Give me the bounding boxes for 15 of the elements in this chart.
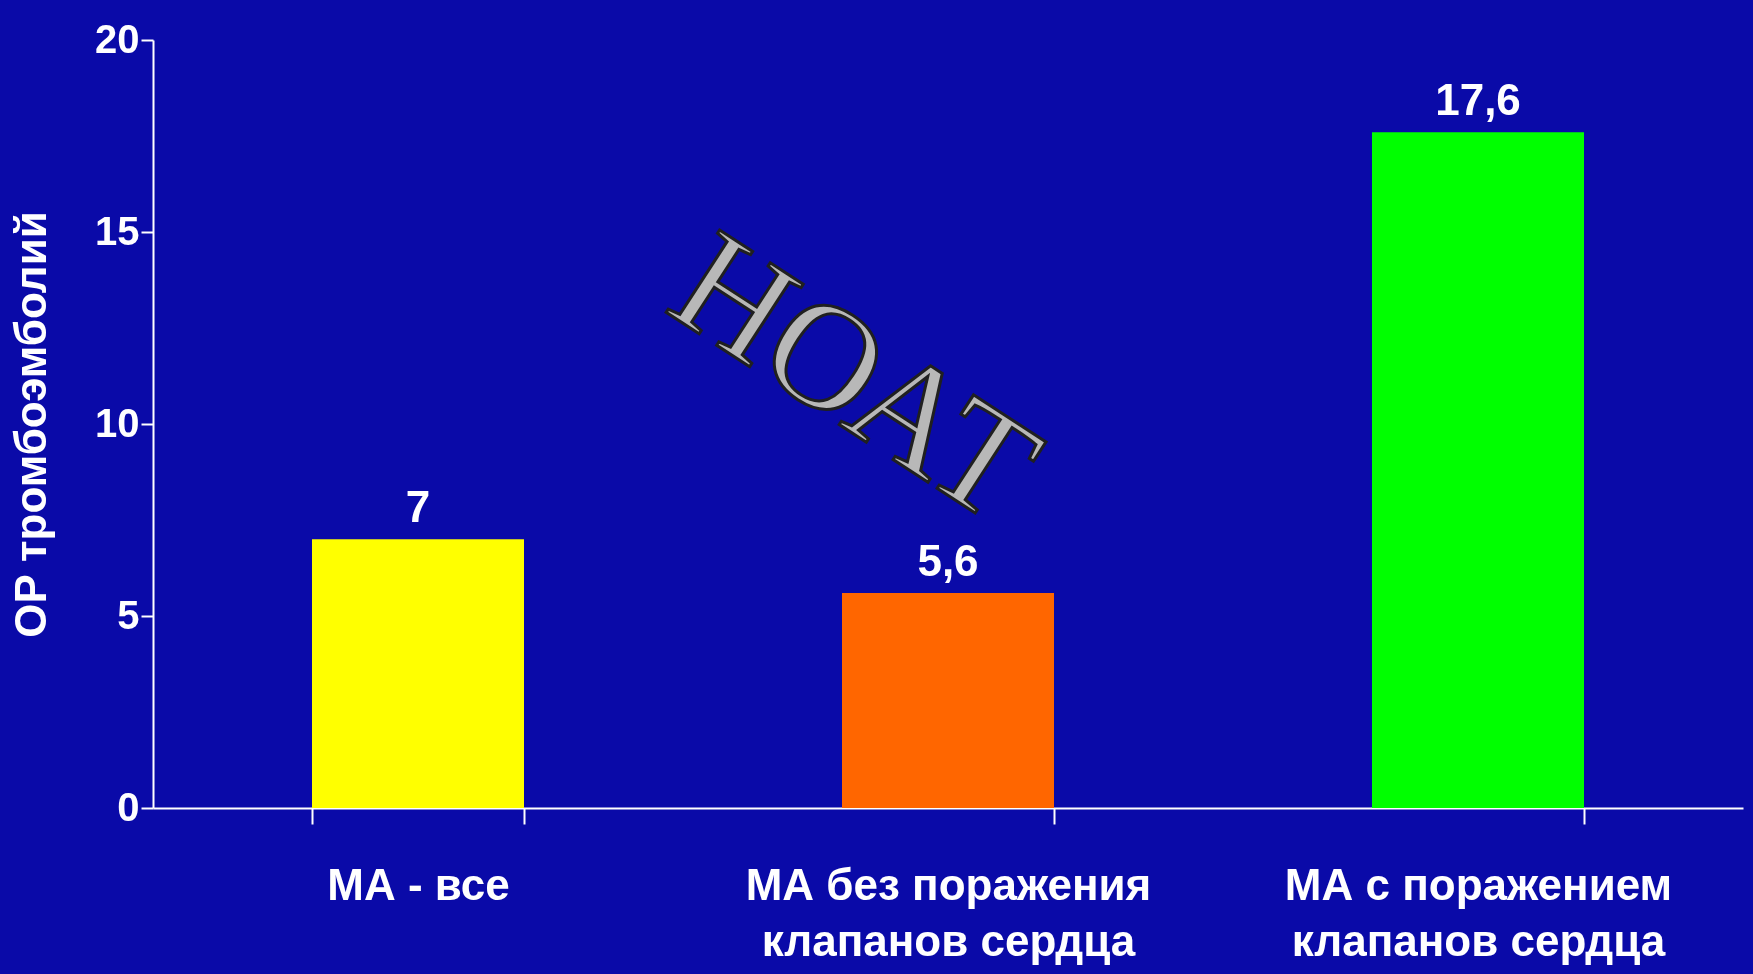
x-tick-label: МА - все [327, 859, 510, 909]
data-label: 7 [405, 482, 431, 532]
y-axis-title: ОР тромбоэмболий [6, 211, 56, 638]
bar [1372, 132, 1584, 808]
x-tick-label: МА без поражения клапанов сердца [745, 859, 1152, 965]
bar [842, 592, 1054, 808]
y-tick-label: 5 [117, 592, 140, 637]
y-tick-label: 20 [95, 16, 140, 61]
x-tick-label: МА с поражением клапанов сердца [1284, 859, 1673, 965]
data-label: 5,6 [917, 535, 979, 585]
y-tick-label: 15 [95, 208, 140, 253]
y-tick-label: 0 [117, 784, 140, 829]
y-tick-label: 10 [95, 400, 140, 445]
bar [312, 539, 524, 808]
data-label: 17,6 [1435, 75, 1521, 125]
